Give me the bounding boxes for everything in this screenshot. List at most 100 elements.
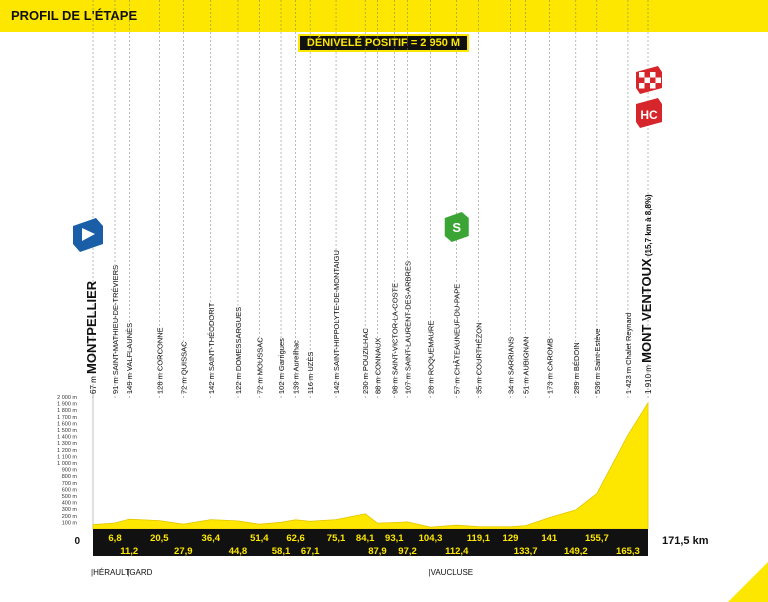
place-label-group: 116 m UZÈS [306, 352, 315, 394]
y-tick-label: 600 m [62, 487, 78, 493]
km-label: 141 [541, 533, 558, 544]
y-tick-label: 1 000 m [57, 461, 77, 467]
km-label: 104,3 [419, 533, 443, 544]
place-altitude: 35 m [474, 375, 483, 394]
y-tick-label: 1 400 m [57, 435, 77, 441]
sprint-marker-label: S [452, 220, 461, 235]
place-label: 149 m VALFLAUNÈS [125, 323, 134, 394]
km-label: 44,8 [229, 546, 248, 557]
place-label-group: 1 423 m Chalet Reynard [624, 313, 633, 394]
km-label: 84,1 [356, 533, 375, 544]
place-label: 102 m Garrigues [277, 338, 286, 394]
place-label-group: 51 m AUBIGNAN [522, 336, 531, 394]
place-name: DOMESSARGUES [234, 307, 243, 371]
place-altitude: 88 m [373, 375, 382, 394]
place-altitude: 128 m [155, 371, 164, 394]
place-name: COURTHÉZON [474, 322, 483, 375]
place-name: Aureilhac [292, 340, 301, 372]
hc-climb-badge [636, 98, 662, 128]
place-altitude: 536 m [593, 371, 602, 394]
y-tick-label: 200 m [62, 514, 78, 520]
place-label-group: 102 m Garrigues [277, 338, 286, 394]
checker-square [650, 83, 656, 89]
km-label: 155,7 [585, 533, 609, 544]
place-altitude: 102 m [277, 371, 286, 394]
place-altitude: 98 m [390, 375, 399, 394]
place-label-group: 142 m SAINT-HIPPOLYTE-DE-MONTAIGU [332, 250, 341, 394]
place-name: MONT VENTOUX [639, 258, 654, 363]
place-altitude: 57 m [453, 375, 462, 394]
place-label-group: 34 m SARRIANS [506, 337, 515, 394]
place-label-group: 1 910 m MONT VENTOUX (15,7 km à 8,8%) [639, 194, 654, 394]
place-label-group: 107 m SAINT-LAURENT-DES-ARBRES [404, 261, 413, 394]
place-label: 35 m COURTHÉZON [474, 322, 483, 394]
y-tick-label: 900 m [62, 468, 78, 474]
y-tick-label: 500 m [62, 494, 78, 500]
place-label-group: 72 m QUISSAC [179, 341, 188, 394]
place-altitude: 1 910 m [644, 363, 653, 394]
place-name: VALFLAUNÈS [125, 323, 134, 371]
km-label: 67,1 [301, 546, 320, 557]
place-label: 128 m CORCONNE [155, 327, 164, 394]
km-label: 165,3 [616, 546, 640, 557]
km-label: 119,1 [467, 533, 491, 544]
place-name: CHÂTEAUNEUF-DU-PAPE [453, 284, 462, 376]
place-label-group: 173 m CAROMB [545, 338, 554, 394]
checker-square [655, 77, 661, 83]
place-label-group: 289 m BÉDOIN [572, 342, 581, 394]
place-name: Chalet Reynard [624, 313, 633, 365]
km-label: 87,9 [368, 546, 387, 557]
km-label: 93,1 [385, 533, 404, 544]
place-label-group: 72 m MOUSSAC [255, 337, 264, 394]
place-label-group: 122 m DOMESSARGUES [234, 307, 243, 394]
km-label: 129 [503, 533, 519, 544]
y-tick-label: 1 300 m [57, 441, 77, 447]
km-label: 27,9 [174, 546, 193, 557]
hc-climb-label: HC [640, 108, 658, 122]
place-label: 536 m Saint-Estève [593, 329, 602, 394]
place-name: Garrigues [277, 338, 286, 371]
place-label-group: 28 m ROQUEMAURE [427, 321, 436, 394]
checker-square [650, 72, 656, 78]
department-label: |GARD [127, 568, 152, 577]
y-tick-label: 1 600 m [57, 421, 77, 427]
place-label: 1 423 m Chalet Reynard [624, 313, 633, 394]
place-label: 51 m AUBIGNAN [522, 336, 531, 394]
place-label-group: 139 m Aureilhac [292, 340, 301, 394]
place-label: 67 m MONTPELLIER [84, 280, 99, 394]
km-label: 149,2 [564, 546, 588, 557]
place-name: AUBIGNAN [522, 336, 531, 375]
header-bar: PROFIL DE L'ÉTAPE [0, 0, 768, 32]
km-start-label: 0 [74, 536, 80, 547]
total-distance-label: 171,5 km [662, 535, 709, 547]
place-name: SAINT-THÉODORIT [207, 302, 216, 371]
place-altitude: 91 m [111, 375, 120, 394]
checker-square [639, 72, 645, 78]
department-label: |VAUCLUSE [429, 568, 474, 577]
place-label: 142 m SAINT-THÉODORIT [207, 302, 216, 394]
place-name: SAINT-VICTOR-LA-COSTE [390, 283, 399, 375]
place-altitude: 72 m [255, 375, 264, 394]
km-label: 36,4 [202, 533, 221, 544]
start-arrow-icon [82, 228, 95, 241]
km-label: 20,5 [150, 533, 169, 544]
place-label-group: 91 m SAINT-MATHIEU-DE-TRÉVIERS [111, 265, 120, 394]
place-name: SAINT-LAURENT-DES-ARBRES [404, 261, 413, 371]
place-label: 91 m SAINT-MATHIEU-DE-TRÉVIERS [111, 265, 120, 394]
place-label: 57 m CHÂTEAUNEUF-DU-PAPE [453, 284, 462, 394]
place-label: 142 m SAINT-HIPPOLYTE-DE-MONTAIGU [332, 250, 341, 394]
place-name: BÉDOIN [572, 342, 581, 371]
sprint-marker-icon [444, 212, 469, 242]
km-label: 97,2 [398, 546, 417, 557]
y-tick-label: 2 000 m [57, 395, 77, 401]
place-name: CONNAUX [373, 338, 382, 376]
place-label: 72 m QUISSAC [179, 341, 188, 394]
km-label: 62,6 [286, 533, 305, 544]
place-label: 289 m BÉDOIN [572, 342, 581, 394]
header-title: PROFIL DE L'ÉTAPE [11, 8, 138, 23]
elevation-gain-badge: DÉNIVELÉ POSITIF = 2 950 M [298, 34, 469, 52]
checker-square [639, 83, 645, 89]
y-tick-label: 1 900 m [57, 402, 77, 408]
place-label: 173 m CAROMB [545, 338, 554, 394]
place-label-group: 536 m Saint-Estève [593, 329, 602, 394]
